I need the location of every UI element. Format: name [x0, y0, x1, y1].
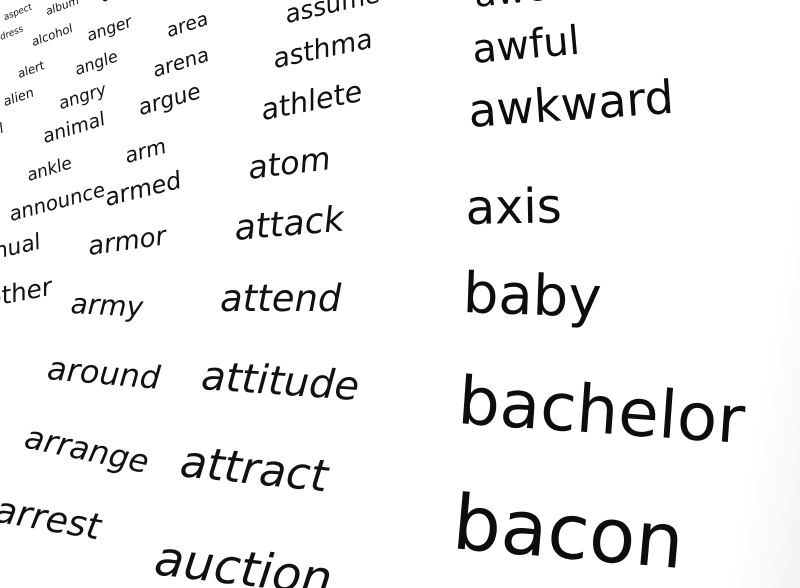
- word-axis: axis: [465, 178, 563, 236]
- word-awe: awe: [472, 0, 550, 16]
- word-awful: awful: [470, 17, 582, 73]
- word-attend: attend: [220, 277, 342, 320]
- word-bachelor: bachelor: [455, 362, 748, 460]
- word-awkward: awkward: [466, 69, 676, 138]
- word-baby: baby: [461, 261, 603, 331]
- word-bacon: bacon: [449, 477, 688, 587]
